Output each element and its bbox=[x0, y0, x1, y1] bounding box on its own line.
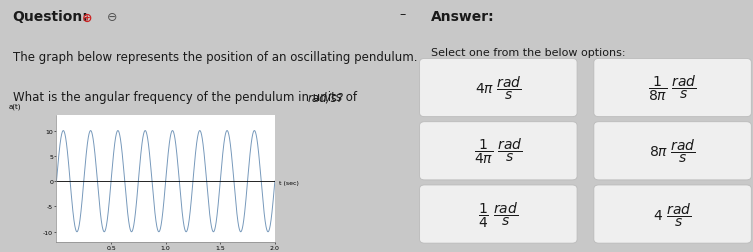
Text: $\dfrac{1}{8\pi}\ \dfrac{rad}{s}$: $\dfrac{1}{8\pi}\ \dfrac{rad}{s}$ bbox=[648, 74, 697, 103]
Text: ⊕: ⊕ bbox=[81, 11, 92, 24]
FancyBboxPatch shape bbox=[419, 59, 577, 117]
Text: What is the angular frequency of the pendulum in units of: What is the angular frequency of the pen… bbox=[13, 91, 360, 104]
Text: $\dfrac{1}{4}\ \dfrac{rad}{s}$: $\dfrac{1}{4}\ \dfrac{rad}{s}$ bbox=[478, 200, 518, 229]
Text: $8\pi\ \dfrac{rad}{s}$: $8\pi\ \dfrac{rad}{s}$ bbox=[649, 138, 696, 165]
Text: ⊖: ⊖ bbox=[107, 11, 117, 24]
Text: Select one from the below options:: Select one from the below options: bbox=[431, 48, 626, 58]
Text: $4\ \dfrac{rad}{s}$: $4\ \dfrac{rad}{s}$ bbox=[654, 201, 692, 228]
FancyBboxPatch shape bbox=[419, 122, 577, 180]
Text: The graph below represents the position of an oscillating pendulum.: The graph below represents the position … bbox=[13, 50, 417, 63]
Text: t (sec): t (sec) bbox=[279, 180, 299, 185]
Text: $\dfrac{1}{4\pi}\ \dfrac{rad}{s}$: $\dfrac{1}{4\pi}\ \dfrac{rad}{s}$ bbox=[474, 137, 523, 166]
Text: Answer:: Answer: bbox=[431, 10, 495, 24]
FancyBboxPatch shape bbox=[594, 185, 751, 243]
FancyBboxPatch shape bbox=[594, 59, 751, 117]
FancyBboxPatch shape bbox=[594, 122, 751, 180]
Text: rad/s?: rad/s? bbox=[307, 91, 343, 104]
FancyBboxPatch shape bbox=[419, 185, 577, 243]
Text: –: – bbox=[399, 8, 405, 20]
Text: a(t): a(t) bbox=[8, 103, 21, 110]
Text: $4\pi\ \dfrac{rad}{s}$: $4\pi\ \dfrac{rad}{s}$ bbox=[475, 75, 522, 102]
Text: Question:: Question: bbox=[13, 10, 88, 24]
